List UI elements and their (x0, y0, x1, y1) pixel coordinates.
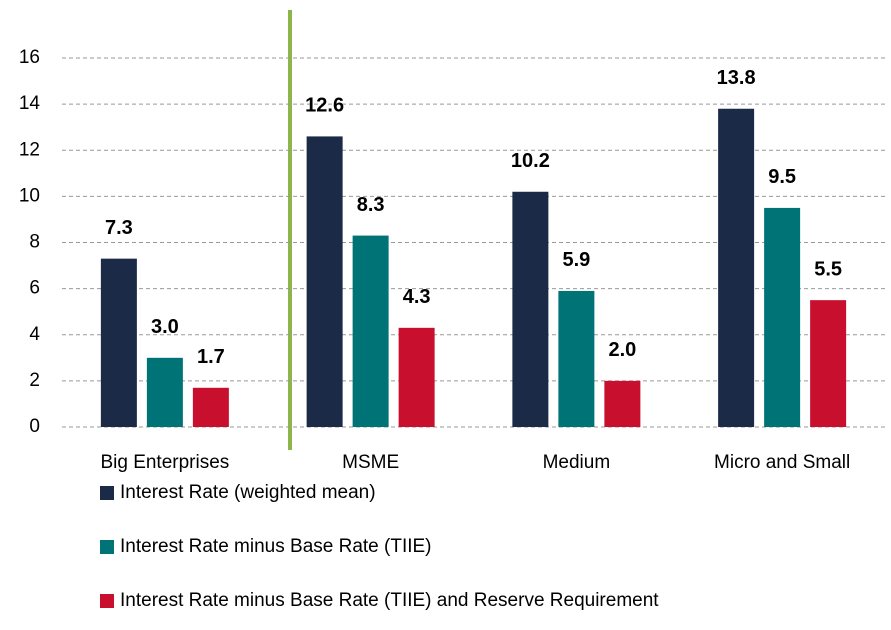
y-tick-label: 16 (19, 47, 40, 68)
legend-swatch (100, 540, 114, 554)
y-tick-label: 12 (19, 139, 40, 160)
data-label: 10.2 (511, 150, 550, 172)
legend-label: Interest Rate (weighted mean) (120, 482, 376, 503)
bar (512, 191, 549, 427)
y-tick-label: 14 (19, 93, 41, 114)
data-label: 8.3 (357, 194, 385, 216)
bar (398, 327, 435, 427)
bar (146, 357, 183, 427)
y-tick-label: 4 (29, 324, 40, 345)
bar (604, 380, 641, 427)
legend-label: Interest Rate minus Base Rate (TIIE) (120, 536, 432, 557)
data-label: 3.0 (151, 316, 179, 338)
bar (100, 258, 137, 427)
bar (306, 136, 343, 427)
bar (810, 300, 847, 427)
x-tick-label: Micro and Small (714, 452, 850, 473)
x-tick-label: Medium (543, 452, 611, 473)
y-tick-label: 6 (29, 278, 40, 299)
x-tick-label: MSME (342, 452, 399, 473)
legend-label: Interest Rate minus Base Rate (TIIE) and… (120, 590, 659, 611)
data-label: 13.8 (717, 67, 756, 89)
legend-swatch (100, 486, 114, 500)
data-label: 9.5 (768, 166, 796, 188)
bar (558, 290, 595, 427)
bar (352, 235, 389, 427)
y-tick-label: 8 (29, 232, 40, 253)
bar (192, 387, 229, 427)
y-tick-label: 2 (29, 370, 40, 391)
y-tick-label: 10 (19, 185, 40, 206)
data-label: 7.3 (105, 217, 133, 239)
data-label: 5.9 (562, 249, 590, 271)
legend-swatch (100, 594, 114, 608)
data-label: 2.0 (608, 339, 636, 361)
y-tick-label: 0 (29, 416, 40, 437)
bar (764, 207, 801, 427)
data-label: 1.7 (197, 346, 225, 368)
data-label: 12.6 (305, 95, 344, 117)
data-label: 5.5 (814, 258, 842, 280)
data-label: 4.3 (403, 286, 431, 308)
x-tick-label: Big Enterprises (100, 452, 229, 473)
bar (718, 108, 755, 428)
